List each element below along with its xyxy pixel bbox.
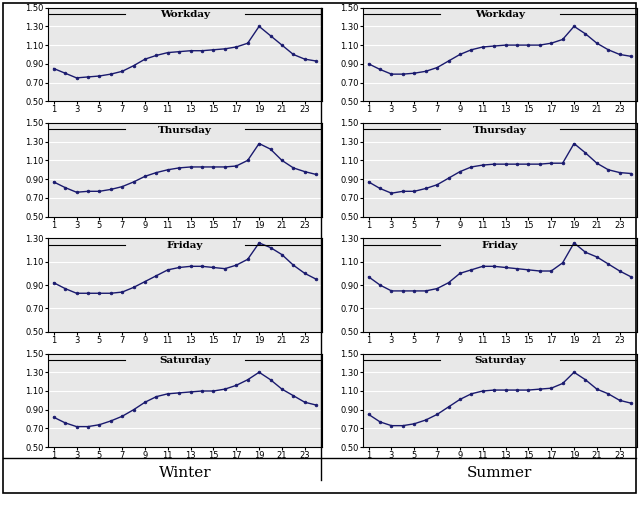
Text: Summer: Summer [467, 466, 532, 481]
Text: Workday: Workday [475, 11, 525, 19]
Text: Workday: Workday [160, 11, 210, 19]
Text: Winter: Winter [159, 466, 211, 481]
Text: Friday: Friday [167, 241, 203, 250]
Text: Friday: Friday [482, 241, 518, 250]
Text: Saturday: Saturday [159, 356, 211, 365]
Text: Saturday: Saturday [474, 356, 525, 365]
Text: Thursday: Thursday [158, 126, 212, 135]
Text: Thursday: Thursday [473, 126, 527, 135]
